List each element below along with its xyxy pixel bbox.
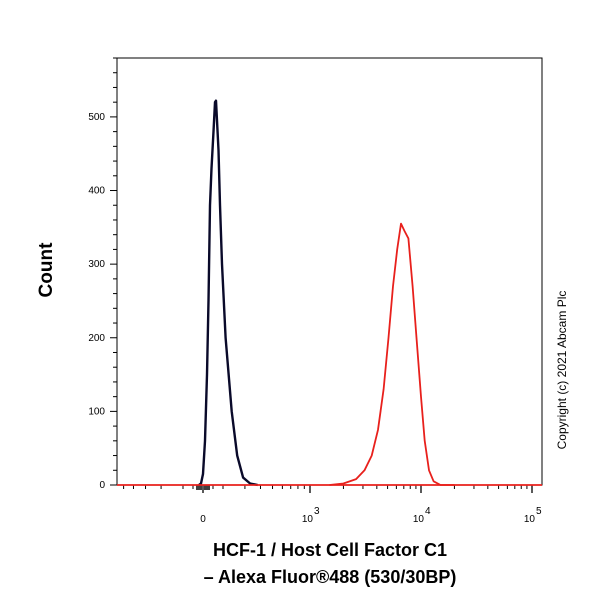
series-line bbox=[329, 222, 455, 486]
series-group bbox=[117, 99, 542, 487]
x-axis-title-line1: HCF-1 / Host Cell Factor C1 bbox=[213, 540, 447, 560]
y-tick-label: 300 bbox=[88, 259, 105, 270]
y-tick-label: 100 bbox=[88, 406, 105, 417]
x-tick-label: 10 bbox=[413, 514, 425, 525]
x-tick-exponent: 4 bbox=[425, 506, 431, 517]
x-tick-exponent: 3 bbox=[314, 506, 320, 517]
y-tick-label: 500 bbox=[88, 112, 105, 123]
x-axis-title-line2: – Alexa Fluor®488 (530/30BP) bbox=[204, 567, 457, 587]
x-tick-exponent: 5 bbox=[536, 506, 542, 517]
x-tick-label: 10 bbox=[524, 514, 536, 525]
plot-frame bbox=[116, 57, 543, 486]
y-tick-label: 400 bbox=[88, 186, 105, 197]
x-tick-label: 10 bbox=[302, 514, 314, 525]
y-tick-label: 200 bbox=[88, 333, 105, 344]
x-tick-label: 0 bbox=[200, 514, 206, 525]
series-line bbox=[198, 99, 258, 487]
y-axis-label: Count bbox=[36, 242, 57, 298]
y-tick-label: 0 bbox=[99, 480, 105, 491]
plot-border bbox=[116, 57, 543, 486]
copyright-text: Copyright (c) 2021 Abcam Plc bbox=[555, 291, 569, 450]
y-axis: 0 100 200 300 400 500 bbox=[88, 57, 117, 491]
